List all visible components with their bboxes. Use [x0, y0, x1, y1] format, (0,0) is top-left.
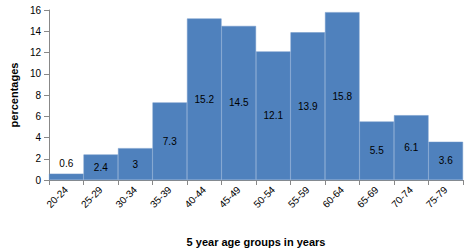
svg-text:2: 2	[35, 153, 41, 164]
svg-text:55-59: 55-59	[286, 184, 312, 210]
svg-text:65-69: 65-69	[355, 184, 381, 210]
svg-text:6.1: 6.1	[404, 142, 418, 153]
svg-text:8: 8	[35, 90, 41, 101]
svg-text:50-54: 50-54	[251, 184, 277, 210]
svg-text:3: 3	[132, 159, 138, 170]
svg-text:16: 16	[30, 5, 42, 16]
svg-text:10: 10	[30, 68, 42, 79]
svg-text:45-49: 45-49	[217, 184, 243, 210]
svg-text:15.8: 15.8	[333, 91, 353, 102]
svg-text:5.5: 5.5	[370, 145, 384, 156]
svg-text:12.1: 12.1	[264, 110, 284, 121]
svg-text:25-29: 25-29	[79, 184, 105, 210]
svg-text:15.2: 15.2	[195, 94, 215, 105]
svg-text:7.3: 7.3	[163, 136, 177, 147]
svg-text:75-79: 75-79	[424, 184, 450, 210]
svg-text:5 year age groups in years: 5 year age groups in years	[187, 236, 326, 248]
svg-text:12: 12	[30, 47, 42, 58]
svg-text:0: 0	[35, 175, 41, 186]
svg-text:14: 14	[30, 26, 42, 37]
svg-text:40-44: 40-44	[182, 184, 208, 210]
svg-text:percentages: percentages	[8, 63, 20, 128]
svg-text:35-39: 35-39	[148, 184, 174, 210]
svg-text:2.4: 2.4	[94, 162, 108, 173]
svg-text:0.6: 0.6	[59, 158, 73, 169]
svg-text:13.9: 13.9	[298, 101, 318, 112]
svg-text:6: 6	[35, 111, 41, 122]
svg-text:20-24: 20-24	[44, 184, 70, 210]
svg-text:30-34: 30-34	[113, 184, 139, 210]
svg-text:14.5: 14.5	[229, 97, 249, 108]
svg-text:4: 4	[35, 132, 41, 143]
svg-text:70-74: 70-74	[389, 184, 415, 210]
svg-text:3.6: 3.6	[439, 155, 453, 166]
svg-text:60-64: 60-64	[320, 184, 346, 210]
